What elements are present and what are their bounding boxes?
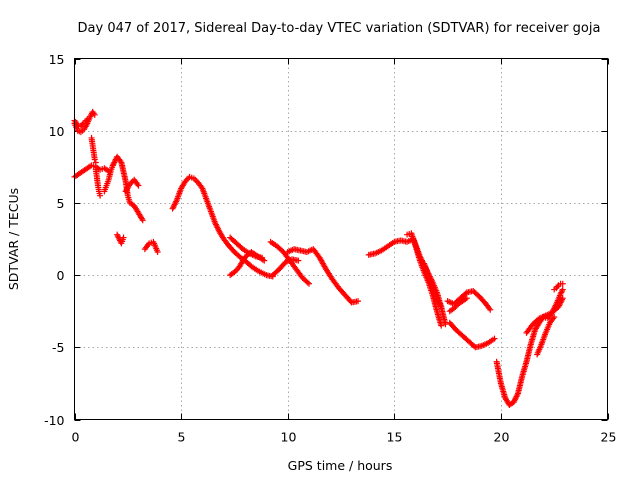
series-arc-e [92, 166, 104, 199]
data-point [295, 257, 302, 264]
data-point [135, 182, 142, 189]
x-tick-label: 5 [178, 430, 186, 445]
x-tick-label: 25 [601, 430, 617, 445]
data-point [438, 322, 445, 329]
data-point [355, 298, 362, 305]
y-tick-label: 10 [49, 124, 65, 139]
data-point [259, 254, 266, 261]
data-point [84, 116, 91, 123]
series-arc-m [227, 234, 266, 261]
x-tick-label: 15 [387, 430, 403, 445]
data-point [438, 303, 445, 310]
data-point [559, 295, 566, 302]
y-tick-labels: -10 -5 0 5 10 15 [44, 52, 64, 428]
data-point [559, 280, 566, 287]
data-points [71, 108, 566, 409]
data-point [91, 156, 98, 163]
series-arc-c [88, 134, 99, 166]
series-arc-x [523, 295, 566, 336]
y-tick-label: 5 [57, 196, 65, 211]
chart-title: Day 047 of 2017, Sidereal Day-to-day VTE… [78, 21, 601, 36]
series-arc-q [365, 236, 449, 328]
data-point [120, 234, 127, 241]
y-tick-label: -5 [52, 340, 64, 355]
series-arc-f [101, 162, 116, 195]
series-arc-z [534, 313, 558, 358]
series-arc-o [269, 256, 302, 279]
y-tick-label: 15 [49, 52, 65, 67]
data-point-fill [185, 175, 192, 182]
y-tick-label: -10 [44, 413, 64, 428]
series-arc-k [169, 173, 276, 280]
series-arc-w [493, 286, 566, 409]
x-tick-label: 0 [72, 430, 80, 445]
series-arc-s [421, 260, 445, 310]
series-arc-j [141, 238, 161, 255]
y-tick-label: 0 [57, 268, 65, 283]
series-arc-i [114, 231, 127, 247]
series-arc-h [122, 176, 142, 195]
series-arc-v [446, 319, 498, 351]
data-point [97, 192, 104, 199]
plot-frame [74, 58, 608, 420]
series-arc-p [284, 246, 362, 306]
y-axis-label: SDTVAR / TECUs [6, 188, 21, 290]
data-point [463, 295, 470, 302]
series-arc-r [404, 230, 445, 329]
axis-ticks [74, 58, 609, 421]
data-point [306, 280, 313, 287]
data-point [139, 217, 146, 224]
data-point-fill [554, 283, 561, 290]
series-arc-u [446, 295, 470, 315]
series-arc-d [71, 162, 112, 180]
x-axis-label: GPS time / hours [288, 458, 393, 473]
data-point [154, 248, 161, 255]
data-point-fill [304, 279, 311, 286]
data-point [551, 313, 558, 320]
data-point [559, 286, 566, 293]
x-tick-labels: 0 5 10 15 20 25 [72, 430, 617, 445]
data-point [487, 306, 494, 313]
data-point [91, 111, 98, 118]
x-tick-label: 20 [494, 430, 510, 445]
data-point [491, 335, 498, 342]
x-tick-label: 10 [281, 430, 297, 445]
series-arc-y [551, 280, 566, 293]
